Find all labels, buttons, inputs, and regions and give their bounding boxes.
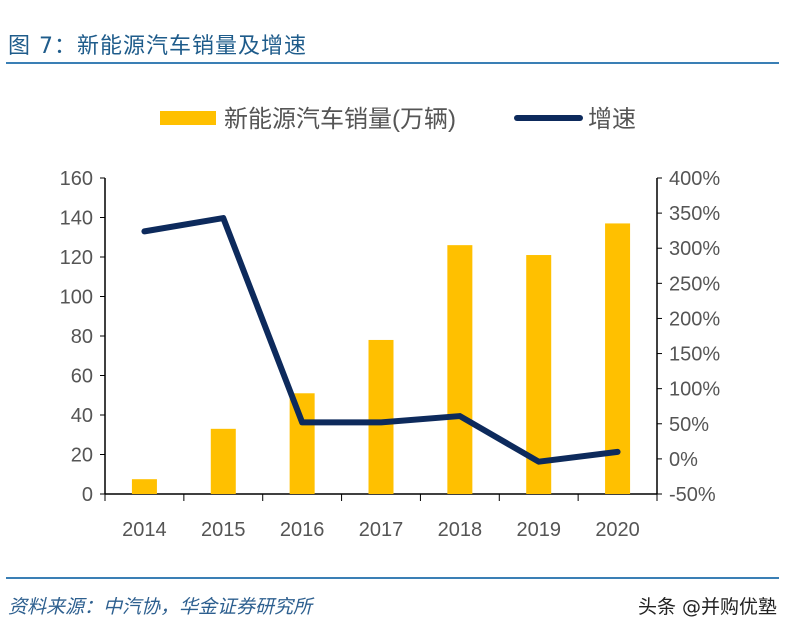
x-tick-label: 2018 [438,519,483,541]
source-note: 资料来源：中汽协，华金证券研究所 [8,596,313,618]
x-tick-label: 2015 [201,519,246,541]
y-left-tick-label: 100 [60,287,93,309]
y-left-tick-label: 120 [60,247,93,269]
y-left-tick-label: 40 [71,405,93,427]
x-tick-label: 2020 [595,519,640,541]
bar-2018 [447,245,473,494]
bar-2017 [368,339,394,494]
y-right-tick-label: -50% [669,484,716,506]
y-left-tick-label: 80 [71,326,93,348]
y-right-tick-label: 250% [669,273,720,295]
y-right-tick-label: 400% [669,168,720,190]
y-left-tick-label: 60 [71,366,93,388]
bottom-divider [6,577,779,579]
legend-swatch-bar [160,111,216,125]
x-tick-label: 2014 [122,519,167,541]
figure-title: 图 7：新能源汽车销量及增速 [8,34,307,59]
legend-label-line: 增速 [588,106,636,133]
x-tick-label: 2019 [516,519,561,541]
y-left-tick-label: 160 [60,168,93,190]
y-right-tick-label: 150% [669,344,720,366]
bar-2015 [210,428,236,494]
legend: 新能源汽车销量(万辆) 增速 [160,106,636,133]
y-right-tick-label: 0% [669,449,698,471]
y-right-tick-label: 350% [669,203,720,225]
y-left-tick-label: 20 [71,445,93,467]
bar-2016 [289,393,315,494]
y-left-tick-label: 140 [60,208,93,230]
watermark: 头条 @并购优塾 [637,596,777,618]
y-right-tick-label: 200% [669,308,720,330]
y-left-tick-label: 0 [82,484,93,506]
y-right-tick-label: 300% [669,238,720,260]
top-divider [6,62,779,64]
x-tick-label: 2017 [359,519,404,541]
bar-2014 [131,479,157,494]
x-tick-label: 2016 [280,519,325,541]
y-right-tick-label: 100% [669,379,720,401]
legend-label-bar: 新能源汽车销量(万辆) [224,106,456,133]
y-right-tick-label: 50% [669,414,709,436]
